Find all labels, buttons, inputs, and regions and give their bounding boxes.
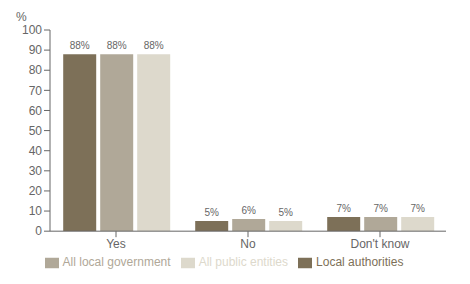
svg-text:7%: 7% <box>336 203 351 214</box>
svg-text:10: 10 <box>29 204 43 218</box>
svg-text:20: 20 <box>29 184 43 198</box>
html-text:All public entities: All public entities <box>198 255 288 270</box>
svg-text:0: 0 <box>35 224 42 238</box>
svg-text:50: 50 <box>29 124 43 138</box>
svg-text:5%: 5% <box>204 207 219 218</box>
svg-text:6%: 6% <box>241 205 256 216</box>
svg-text:7%: 7% <box>373 203 388 214</box>
svg-text:80: 80 <box>29 63 43 77</box>
svg-text:88%: 88% <box>70 40 90 51</box>
html-text:Local authorities: Local authorities <box>316 255 404 270</box>
svg-text:70: 70 <box>29 84 43 98</box>
svg-text:5%: 5% <box>278 207 293 218</box>
svg-text:Yes: Yes <box>106 237 126 251</box>
svg-text:No: No <box>240 237 256 251</box>
svg-text:7%: 7% <box>410 203 425 214</box>
svg-text:100: 100 <box>22 23 42 37</box>
svg-text:88%: 88% <box>107 40 127 51</box>
html-text:All local government: All local government <box>62 255 171 270</box>
svg-text:88%: 88% <box>144 40 164 51</box>
svg-text:40: 40 <box>29 144 43 158</box>
svg-text:60: 60 <box>29 104 43 118</box>
svg-text:30: 30 <box>29 164 43 178</box>
svg-text:90: 90 <box>29 43 43 57</box>
svg-text:Don't know: Don't know <box>351 237 410 251</box>
